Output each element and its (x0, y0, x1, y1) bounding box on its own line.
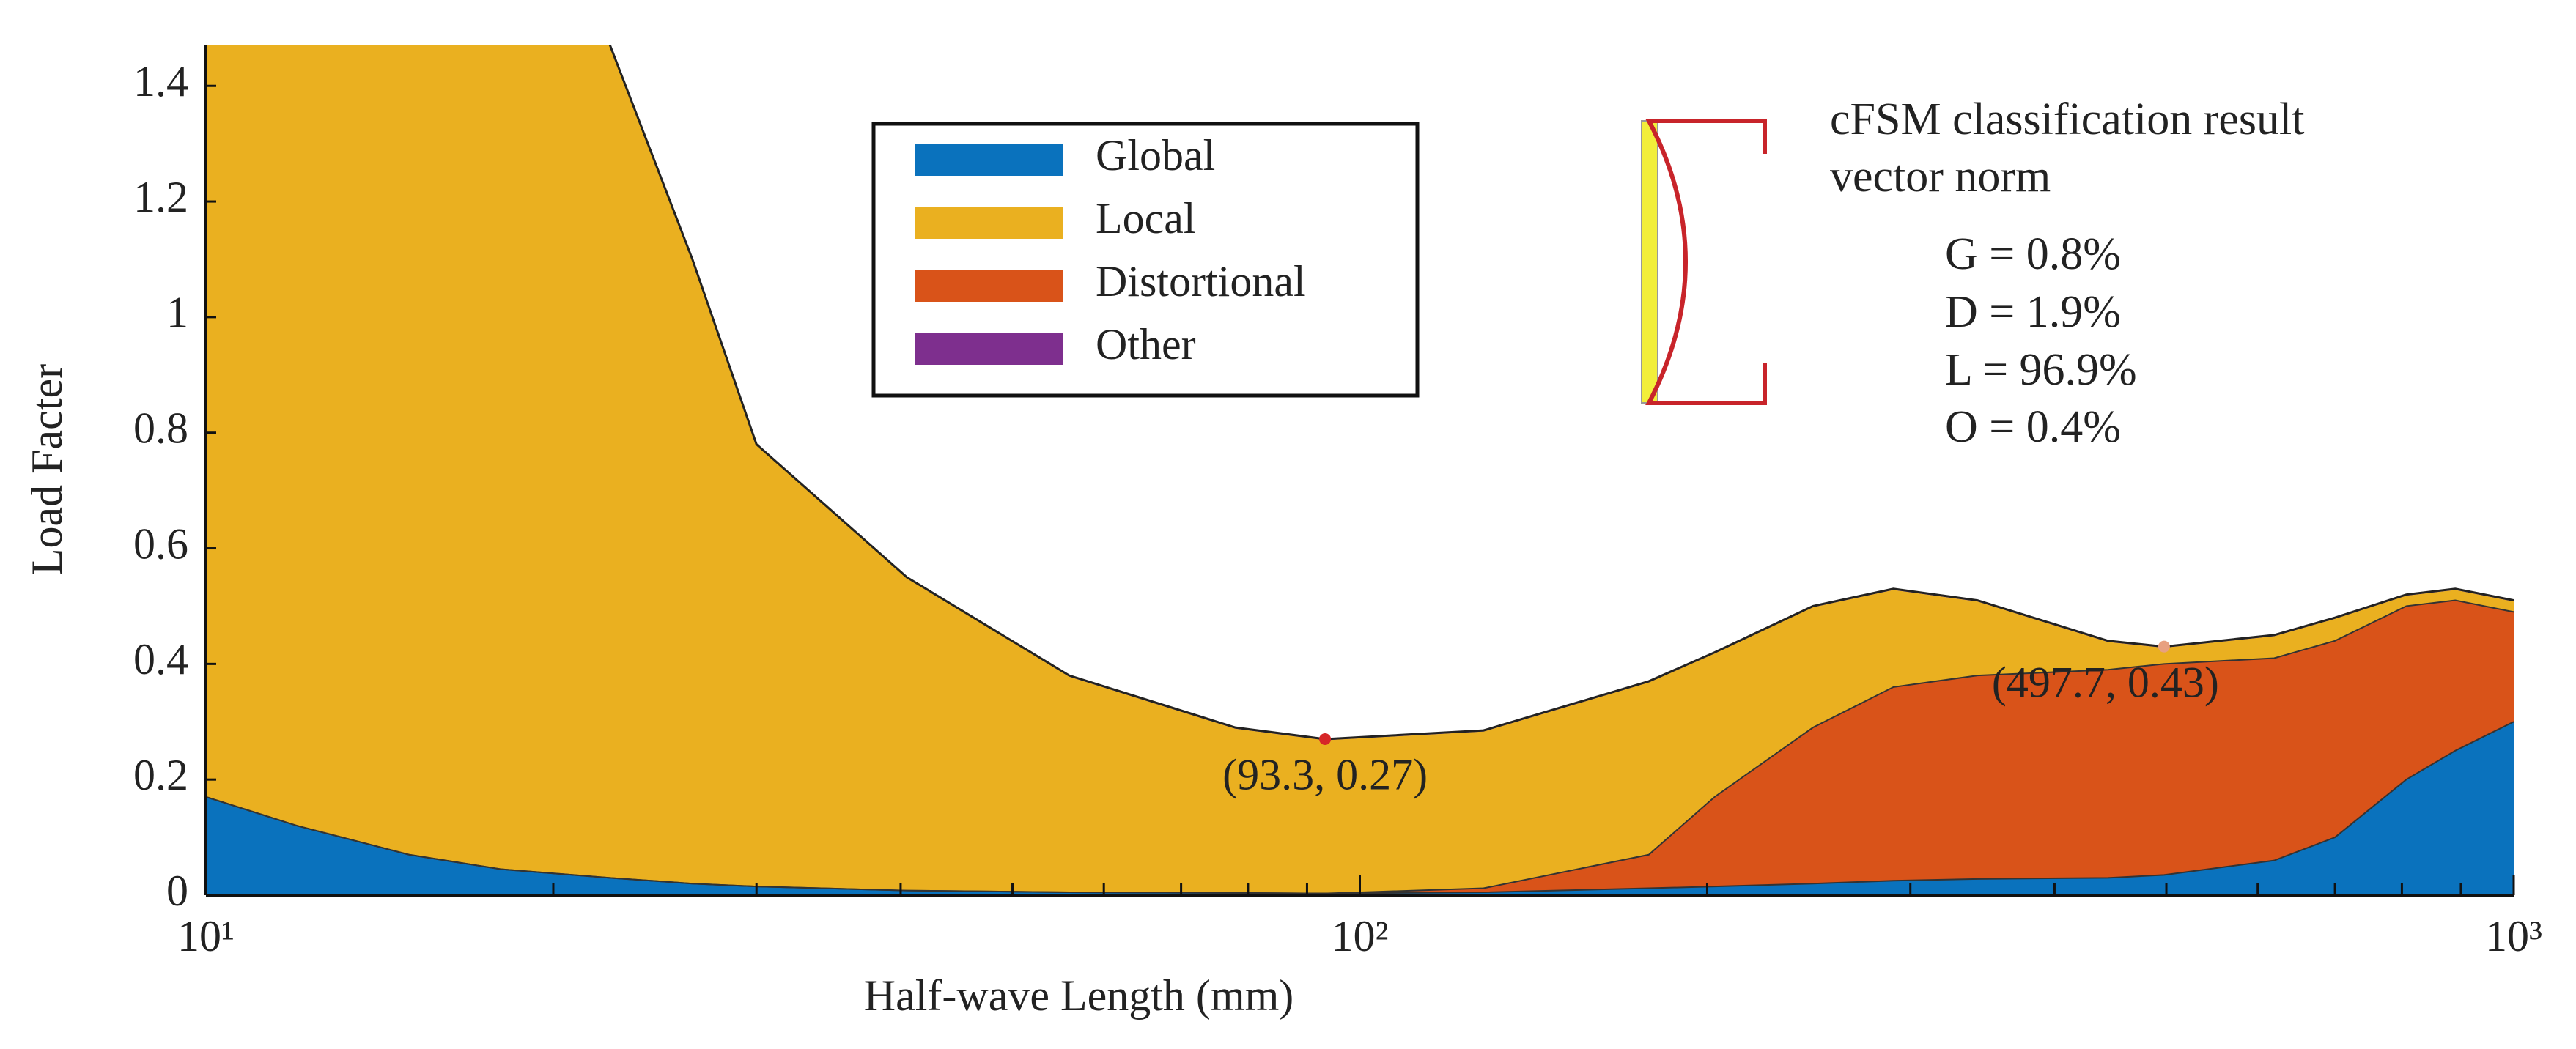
y-tick-label: 1.2 (133, 173, 188, 221)
layer-outline (206, 599, 2514, 894)
y-tick-label: 0.8 (133, 404, 188, 452)
icon-web (1641, 120, 1658, 404)
point-label: (93.3, 0.27) (1222, 751, 1428, 799)
y-tick-label: 0.4 (133, 635, 188, 683)
legend-label: Global (1096, 131, 1215, 179)
note-line: L = 96.9% (1945, 345, 2137, 395)
annotated-point (2158, 640, 2170, 653)
area-global (206, 722, 2514, 895)
y-tick-label: 0 (166, 867, 188, 915)
legend-swatch (915, 144, 1063, 176)
y-axis-label: Load Facter (23, 364, 71, 575)
y-tick-label: 0.6 (133, 519, 188, 568)
legend-label: Distortional (1096, 257, 1306, 305)
y-tick-label: 1.4 (133, 57, 188, 105)
legend-label: Other (1096, 320, 1196, 368)
x-axis-label: Half-wave Length (mm) (864, 971, 1293, 1020)
plot-area (206, 45, 2514, 895)
x-tick-label: 10¹ (177, 912, 235, 960)
legend-swatch (915, 333, 1063, 365)
legend-swatch (915, 207, 1063, 239)
legend-label: Local (1096, 194, 1196, 242)
note-line: D = 1.9% (1945, 287, 2121, 337)
legend-swatch (915, 270, 1063, 302)
icon-shape (1645, 119, 1767, 405)
total-outline (608, 45, 2514, 741)
x-tick-label: 10² (1332, 912, 1389, 960)
note-line: O = 0.4% (1945, 402, 2121, 452)
x-tick-label: 10³ (2485, 912, 2542, 960)
y-tick-label: 1 (166, 289, 188, 337)
note-line: cFSM classification result (1830, 94, 2304, 144)
note-line: vector norm (1830, 152, 2051, 201)
area-distortional (206, 600, 2514, 894)
section-icon (1641, 119, 1767, 405)
area-local (206, 45, 2514, 894)
point-label: (497.7, 0.43) (1992, 658, 2219, 706)
y-tick-label: 0.2 (133, 751, 188, 799)
annotated-point (1319, 733, 1332, 745)
note-line: G = 0.8% (1945, 229, 2121, 279)
